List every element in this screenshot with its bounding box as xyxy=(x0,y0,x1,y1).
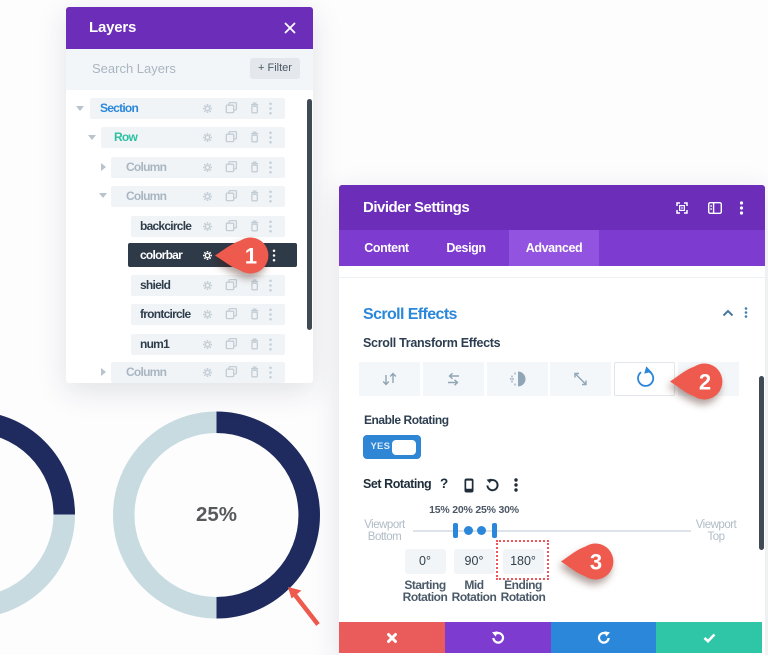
svg-text:3: 3 xyxy=(590,549,602,574)
svg-text:2: 2 xyxy=(699,370,711,395)
svg-text:1: 1 xyxy=(245,244,257,269)
